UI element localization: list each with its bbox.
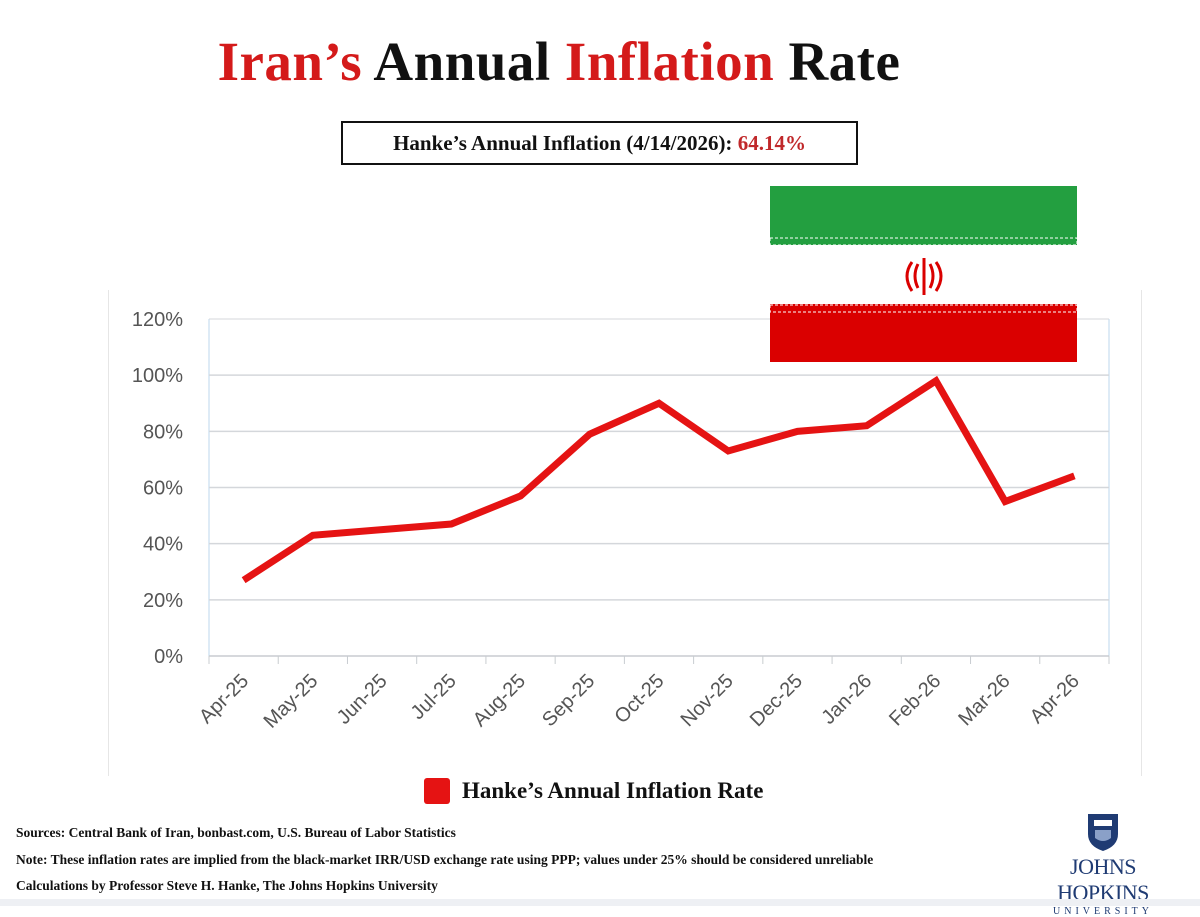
y-tick-label: 20%: [143, 590, 183, 612]
x-tick-label: Jul-25: [407, 670, 461, 724]
bottom-bar: [0, 899, 1200, 906]
x-tick-label: Oct-25: [611, 670, 669, 728]
x-tick-label: Dec-25: [746, 670, 807, 731]
x-tick-label: Sep-25: [538, 670, 599, 731]
x-tick-label: Feb-26: [885, 670, 945, 730]
flag-green-band: [770, 186, 1077, 245]
flag-red-band: [770, 304, 1077, 362]
x-tick-label: Aug-25: [469, 670, 530, 731]
y-tick-label: 100%: [132, 365, 183, 387]
legend-swatch: [424, 778, 450, 804]
x-tick-label: Nov-25: [677, 670, 738, 731]
y-tick-label: 120%: [132, 309, 183, 331]
legend-label: Hanke’s Annual Inflation Rate: [462, 778, 763, 804]
y-tick-label: 0%: [154, 646, 183, 668]
y-tick-label: 40%: [143, 534, 183, 556]
logo-subtitle: UNIVERSITY: [1038, 906, 1168, 917]
methodology-note: Note: These inflation rates are implied …: [16, 852, 873, 868]
y-tick-label: 60%: [143, 478, 183, 500]
x-tick-label: Jan-26: [817, 670, 876, 729]
x-tick-label: Apr-26: [1026, 670, 1084, 728]
x-tick-label: Apr-25: [195, 670, 253, 728]
sources-note: Sources: Central Bank of Iran, bonbast.c…: [16, 825, 456, 841]
legend: Hanke’s Annual Inflation Rate: [424, 778, 763, 804]
y-tick-label: 80%: [143, 421, 183, 443]
x-tick-label: Mar-26: [954, 670, 1014, 730]
series-line: [244, 381, 1075, 580]
flag-emblem: [907, 258, 941, 295]
iran-flag-icon: [770, 186, 1077, 362]
x-tick-label: Jun-25: [333, 670, 392, 729]
johns-hopkins-shield-icon: [1085, 812, 1121, 852]
x-tick-label: May-25: [260, 670, 323, 733]
calculations-credit: Calculations by Professor Steve H. Hanke…: [16, 878, 438, 894]
